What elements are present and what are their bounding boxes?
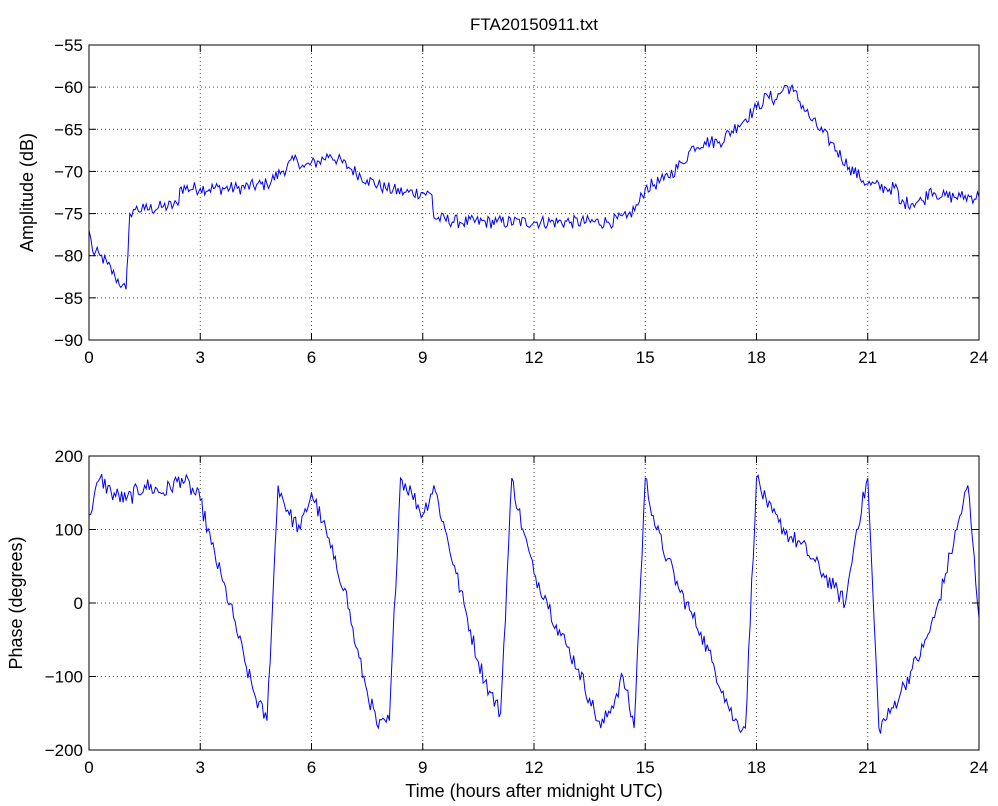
phase-y-tick-label: 100 <box>55 521 83 540</box>
phase-x-tick-label: 3 <box>196 758 205 777</box>
amplitude-plot: 0 3 6 9 12 15 18 21 24 −90 −85 −80 −75 −70 −65 −60 −55 FT… <box>17 15 988 367</box>
phase-x-tick-label: 6 <box>307 758 316 777</box>
phase-y-tick-label: 200 <box>55 447 83 466</box>
phase-y-tick-label: 0 <box>74 594 83 613</box>
amplitude-y-tick-label: −65 <box>54 120 83 139</box>
phase-x-tick-label: 9 <box>418 758 427 777</box>
amplitude-y-tick-label: −75 <box>54 205 83 224</box>
amplitude-x-tick-label: 21 <box>858 348 877 367</box>
amplitude-x-tick-label: 12 <box>525 348 544 367</box>
amplitude-y-tick-label: −70 <box>54 162 83 181</box>
amplitude-y-tick-label: −85 <box>54 289 83 308</box>
phase-y-tick-label: −200 <box>45 741 83 760</box>
phase-x-tick-label: 18 <box>747 758 766 777</box>
amplitude-y-axis-label: Amplitude (dB) <box>17 133 37 252</box>
amplitude-plot-title: FTA20150911.txt <box>470 15 598 34</box>
amplitude-x-tick-label: 3 <box>196 348 205 367</box>
phase-y-tick-label: −100 <box>45 668 83 687</box>
amplitude-x-tick-label: 6 <box>307 348 316 367</box>
phase-x-tick-label: 12 <box>525 758 544 777</box>
phase-y-axis-label: Phase (degrees) <box>6 536 26 669</box>
amplitude-x-tick-label: 18 <box>747 348 766 367</box>
amplitude-x-tick-label: 24 <box>970 348 989 367</box>
amplitude-y-tick-label: −55 <box>54 36 83 55</box>
amplitude-y-tick-label: −90 <box>54 331 83 350</box>
amplitude-y-tick-label: −80 <box>54 247 83 266</box>
amplitude-x-tick-label: 9 <box>418 348 427 367</box>
amplitude-data-line <box>88 83 980 290</box>
phase-data-line <box>88 473 980 734</box>
phase-x-tick-label: 15 <box>636 758 655 777</box>
amplitude-plot-area <box>89 45 979 340</box>
amplitude-y-tick-label: −60 <box>54 78 83 97</box>
amplitude-x-tick-label: 0 <box>84 348 93 367</box>
phase-x-axis-label: Time (hours after midnight UTC) <box>405 781 662 801</box>
phase-x-tick-label: 0 <box>84 758 93 777</box>
amplitude-x-tick-label: 15 <box>636 348 655 367</box>
phase-plot: 0 3 6 9 12 15 18 21 24 −200 −100 0 100 200 Time (hours… <box>6 447 988 801</box>
phase-x-tick-label: 24 <box>970 758 989 777</box>
phase-x-tick-label: 21 <box>858 758 877 777</box>
